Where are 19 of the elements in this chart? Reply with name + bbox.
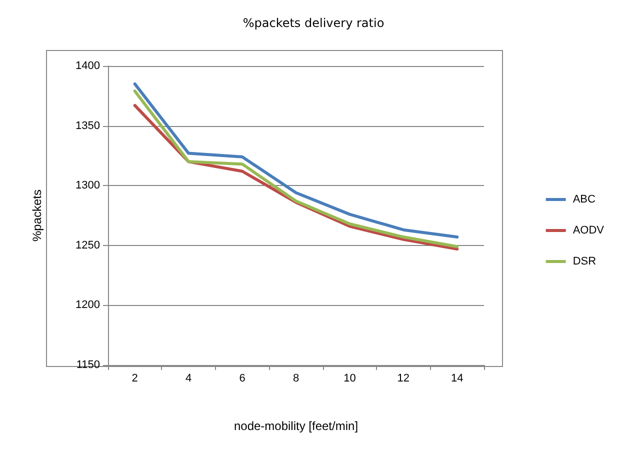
legend-label: DSR bbox=[572, 256, 596, 268]
x-tick-label: 6 bbox=[239, 372, 246, 384]
y-tick-label: 1250 bbox=[76, 239, 100, 252]
x-tick-label: 2 bbox=[132, 372, 138, 384]
y-axis-title: %packets bbox=[30, 189, 44, 242]
legend-label: AODV bbox=[572, 224, 605, 236]
y-tick-label: 1300 bbox=[76, 180, 100, 192]
x-tick-label: 10 bbox=[344, 372, 356, 384]
x-tick-label: 8 bbox=[292, 372, 300, 384]
x-tick-label: 14 bbox=[451, 372, 464, 384]
x-tick-label: 12 bbox=[397, 372, 410, 384]
x-axis-title: node-mobility [feet/min] bbox=[234, 419, 358, 433]
chart-title: %packets delivery ratio bbox=[242, 16, 384, 30]
legend-label: ABC bbox=[572, 194, 596, 206]
y-tick-label: 1400 bbox=[76, 60, 100, 72]
y-tick-label: 1200 bbox=[76, 299, 100, 312]
y-tick-label: 1350 bbox=[76, 120, 100, 132]
x-tick-label: 4 bbox=[186, 372, 192, 384]
y-tick-label: 1150 bbox=[76, 359, 100, 371]
